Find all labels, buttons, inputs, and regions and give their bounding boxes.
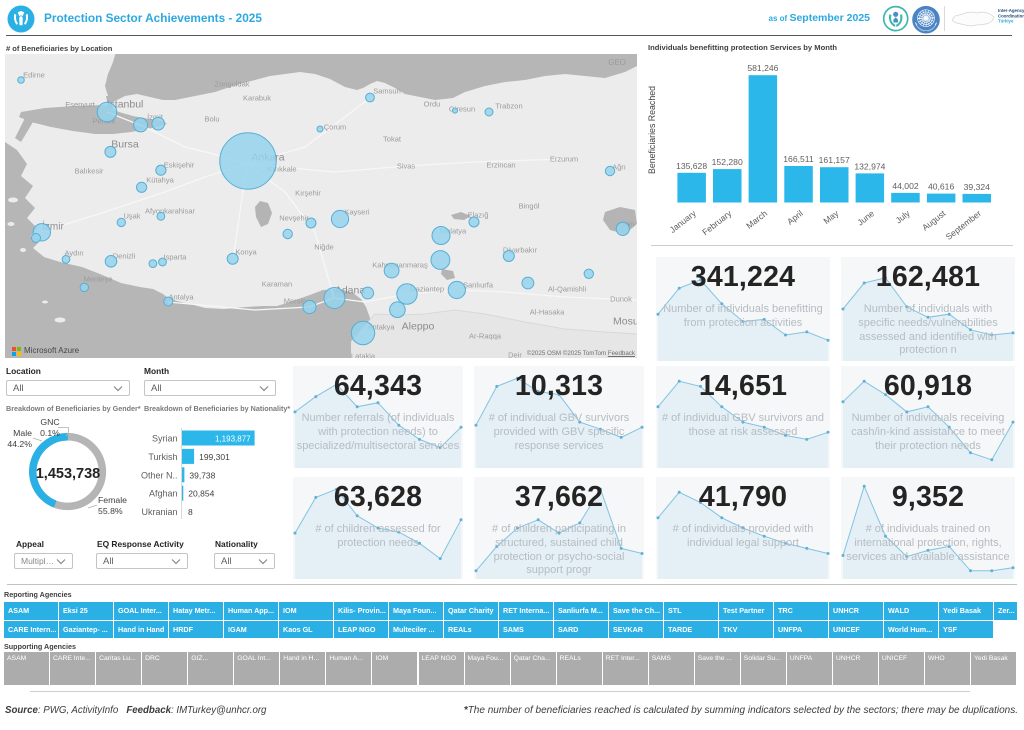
svg-text:Deir: Deir: [508, 351, 522, 358]
svg-text:Afyonkarahisar: Afyonkarahisar: [145, 207, 196, 216]
svg-text:Kahramanmaraş: Kahramanmaraş: [372, 261, 428, 270]
svg-text:August: August: [920, 208, 948, 233]
svg-text:Antalya: Antalya: [168, 293, 194, 302]
svg-text:Ukranian: Ukranian: [141, 507, 177, 517]
svg-text:Eskişehir: Eskişehir: [164, 161, 195, 170]
svg-text:Ağrı: Ağrı: [612, 163, 626, 172]
svg-text:March: March: [744, 208, 769, 231]
svg-text:Latakia: Latakia: [351, 352, 376, 358]
svg-text:September: September: [944, 208, 983, 242]
svg-text:Bolu: Bolu: [204, 115, 219, 124]
svg-text:Syrian: Syrian: [152, 434, 178, 444]
svg-text:Trabzon: Trabzon: [495, 102, 522, 111]
svg-text:Karabuk: Karabuk: [243, 94, 271, 103]
svg-text:Samsun: Samsun: [373, 87, 401, 96]
svg-text:Kırıkkale: Kırıkkale: [267, 165, 296, 174]
svg-text:44,002: 44,002: [892, 181, 919, 191]
svg-text:Afghan: Afghan: [149, 489, 178, 499]
svg-text:Antakya: Antakya: [367, 323, 395, 332]
svg-text:Malatya: Malatya: [440, 227, 467, 236]
svg-text:Aydın: Aydın: [64, 249, 83, 258]
svg-text:166,511: 166,511: [783, 154, 814, 164]
svg-text:Nevşehir: Nevşehir: [279, 214, 309, 223]
svg-text:39,324: 39,324: [964, 182, 991, 192]
svg-text:Ordu: Ordu: [424, 100, 441, 109]
svg-text:Giresun: Giresun: [449, 105, 475, 114]
svg-text:Konya: Konya: [235, 248, 257, 257]
svg-text:February: February: [700, 208, 734, 237]
svg-text:Mosul: Mosul: [613, 316, 637, 328]
svg-text:Çorum: Çorum: [324, 123, 347, 132]
svg-text:135,628: 135,628: [676, 161, 707, 171]
svg-text:Al-Qamishli: Al-Qamishli: [548, 285, 587, 294]
svg-text:40,616: 40,616: [928, 182, 955, 192]
svg-text:199,301: 199,301: [199, 452, 230, 462]
svg-text:Bursa: Bursa: [111, 139, 139, 151]
svg-text:20,854: 20,854: [188, 489, 214, 499]
svg-text:Şanlıurfa: Şanlıurfa: [463, 281, 494, 290]
svg-text:April: April: [785, 208, 805, 227]
svg-text:May: May: [821, 208, 841, 226]
svg-text:Gaziantep: Gaziantep: [410, 285, 444, 294]
svg-text:Sivas: Sivas: [397, 162, 416, 171]
svg-text:Other N..: Other N..: [141, 470, 178, 480]
svg-text:Bingöl: Bingöl: [519, 202, 540, 211]
svg-text:Isparta: Isparta: [164, 253, 188, 262]
svg-text:8: 8: [188, 507, 193, 517]
svg-text:January: January: [668, 208, 699, 235]
svg-text:152,280: 152,280: [712, 157, 743, 167]
svg-text:Beneficiaries Reached: Beneficiaries Reached: [647, 86, 657, 174]
svg-text:Elazığ: Elazığ: [468, 211, 489, 220]
svg-text:39,738: 39,738: [189, 470, 215, 480]
svg-text:Kayseri: Kayseri: [344, 208, 369, 217]
svg-text:Erzurum: Erzurum: [550, 155, 578, 164]
svg-text:Ar-Raqqa: Ar-Raqqa: [469, 332, 502, 341]
svg-text:Kırşehir: Kırşehir: [295, 189, 321, 198]
svg-text:Turkish: Turkish: [148, 452, 177, 462]
svg-text:İzmit: İzmit: [147, 113, 164, 122]
svg-text:Uşak: Uşak: [123, 212, 140, 221]
svg-text:GEO: GEO: [608, 58, 626, 67]
svg-text:Karaman: Karaman: [262, 280, 292, 289]
svg-text:Al-Hasaka: Al-Hasaka: [530, 308, 565, 317]
svg-text:Erzincan: Erzincan: [486, 161, 515, 170]
svg-text:Edirne: Edirne: [23, 71, 45, 80]
svg-text:Niğde: Niğde: [314, 243, 334, 252]
svg-text:132,974: 132,974: [854, 161, 885, 171]
svg-text:Dunok: Dunok: [610, 295, 632, 304]
svg-text:581,246: 581,246: [747, 63, 778, 73]
svg-text:June: June: [855, 208, 876, 227]
svg-text:Balıkesir: Balıkesir: [75, 167, 104, 176]
svg-text:161,157: 161,157: [819, 155, 850, 165]
svg-text:Kütahya: Kütahya: [146, 176, 174, 185]
svg-text:July: July: [894, 208, 913, 226]
svg-text:Mersin: Mersin: [284, 297, 307, 306]
svg-text:Denizli: Denizli: [113, 252, 136, 261]
svg-text:Esenyurt: Esenyurt: [65, 100, 96, 109]
svg-text:Tokat: Tokat: [383, 135, 402, 144]
svg-text:Zonguldak: Zonguldak: [214, 80, 249, 89]
svg-text:1,193,877: 1,193,877: [215, 435, 251, 444]
svg-text:Menteşe: Menteşe: [84, 275, 113, 284]
svg-text:Diyarbakır: Diyarbakır: [503, 246, 538, 255]
svg-text:Aleppo: Aleppo: [402, 321, 435, 333]
